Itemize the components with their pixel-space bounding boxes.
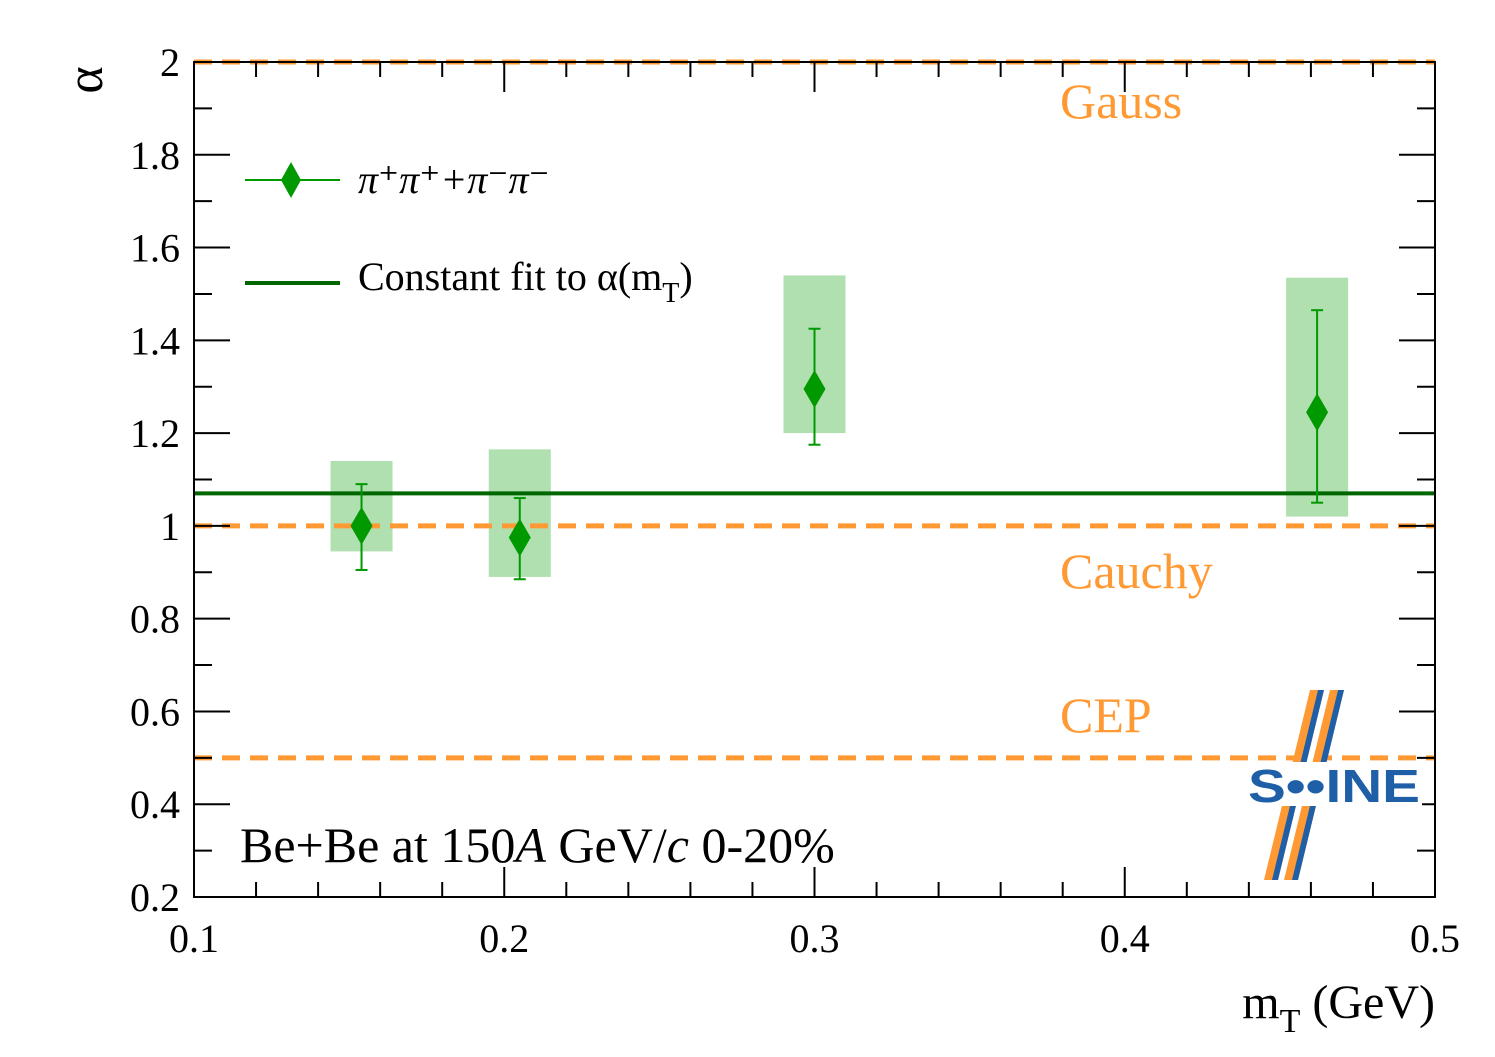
y-tick-label-1.6: 1.6 bbox=[130, 226, 180, 271]
systematic-boxes bbox=[330, 275, 1349, 577]
legend-fit-label: Constant fit to α(mT) bbox=[358, 254, 693, 309]
x-tick-label-0.5: 0.5 bbox=[1410, 916, 1460, 961]
y-tick-label-0.2: 0.2 bbox=[130, 875, 180, 920]
anno-part-4: c bbox=[667, 817, 689, 873]
legend-series-label: π⁺π⁺+π⁻π⁻ bbox=[358, 157, 550, 202]
x-axis-title-main: m bbox=[1242, 976, 1279, 1029]
x-tick-label-0.4: 0.4 bbox=[1100, 916, 1150, 961]
y-tick-label-0.8: 0.8 bbox=[130, 597, 180, 642]
data-point-2 bbox=[508, 518, 531, 557]
shine-logo: S••INE bbox=[1246, 690, 1422, 880]
y-tick-label-1.2: 1.2 bbox=[130, 411, 180, 456]
data-point-3 bbox=[803, 370, 826, 409]
anno-part-3: GeV/ bbox=[546, 817, 667, 873]
y-tick-label-1.4: 1.4 bbox=[130, 318, 180, 363]
data-points bbox=[350, 309, 1329, 581]
x-tick-label-0.3: 0.3 bbox=[790, 916, 840, 961]
legend: π⁺π⁺+π⁻π⁻ Constant fit to α(mT) bbox=[245, 157, 693, 309]
data-point-1 bbox=[350, 506, 373, 545]
anno-part-1: Be+Be at 150 bbox=[240, 817, 515, 873]
x-axis-title: mT (GeV) bbox=[1242, 976, 1435, 1040]
y-tick-label-0.6: 0.6 bbox=[130, 689, 180, 734]
legend-fit-label-sub: T bbox=[662, 278, 679, 309]
y-tick-label-0.4: 0.4 bbox=[130, 782, 180, 827]
tick-labels: 0.1 0.2 0.3 0.4 0.50.20.40.60.811.21.41.61.8… bbox=[130, 40, 1460, 961]
ref-label-cep: CEP bbox=[1060, 687, 1152, 743]
legend-fit-label-end: ) bbox=[679, 254, 692, 299]
x-axis-title-sub: T bbox=[1280, 1003, 1301, 1040]
y-tick-label-2: 2 bbox=[160, 40, 180, 85]
anno-part-5: 0-20% bbox=[689, 817, 835, 873]
legend-series-marker bbox=[281, 162, 301, 198]
x-axis-title-unit: (GeV) bbox=[1300, 976, 1435, 1029]
ref-label-cauchy: Cauchy bbox=[1060, 543, 1213, 599]
anno-part-2: A bbox=[512, 817, 546, 873]
legend-fit-label-main: Constant fit to α(m bbox=[358, 254, 662, 299]
collision-annotation: Be+Be at 150A GeV/c 0-20% bbox=[240, 817, 835, 873]
x-tick-label-0.2: 0.2 bbox=[479, 916, 529, 961]
y-axis-title: α bbox=[57, 66, 114, 93]
ref-label-gauss: Gauss bbox=[1060, 73, 1182, 129]
x-tick-label-0.1: 0.1 bbox=[169, 916, 219, 961]
y-tick-label-1: 1 bbox=[160, 504, 180, 549]
data-point-4 bbox=[1306, 393, 1329, 432]
axis-ticks bbox=[193, 61, 1436, 898]
logo-text-backdrop bbox=[1246, 762, 1422, 806]
logo-text: S••INE bbox=[1248, 760, 1420, 812]
y-tick-label-1.8: 1.8 bbox=[130, 133, 180, 178]
